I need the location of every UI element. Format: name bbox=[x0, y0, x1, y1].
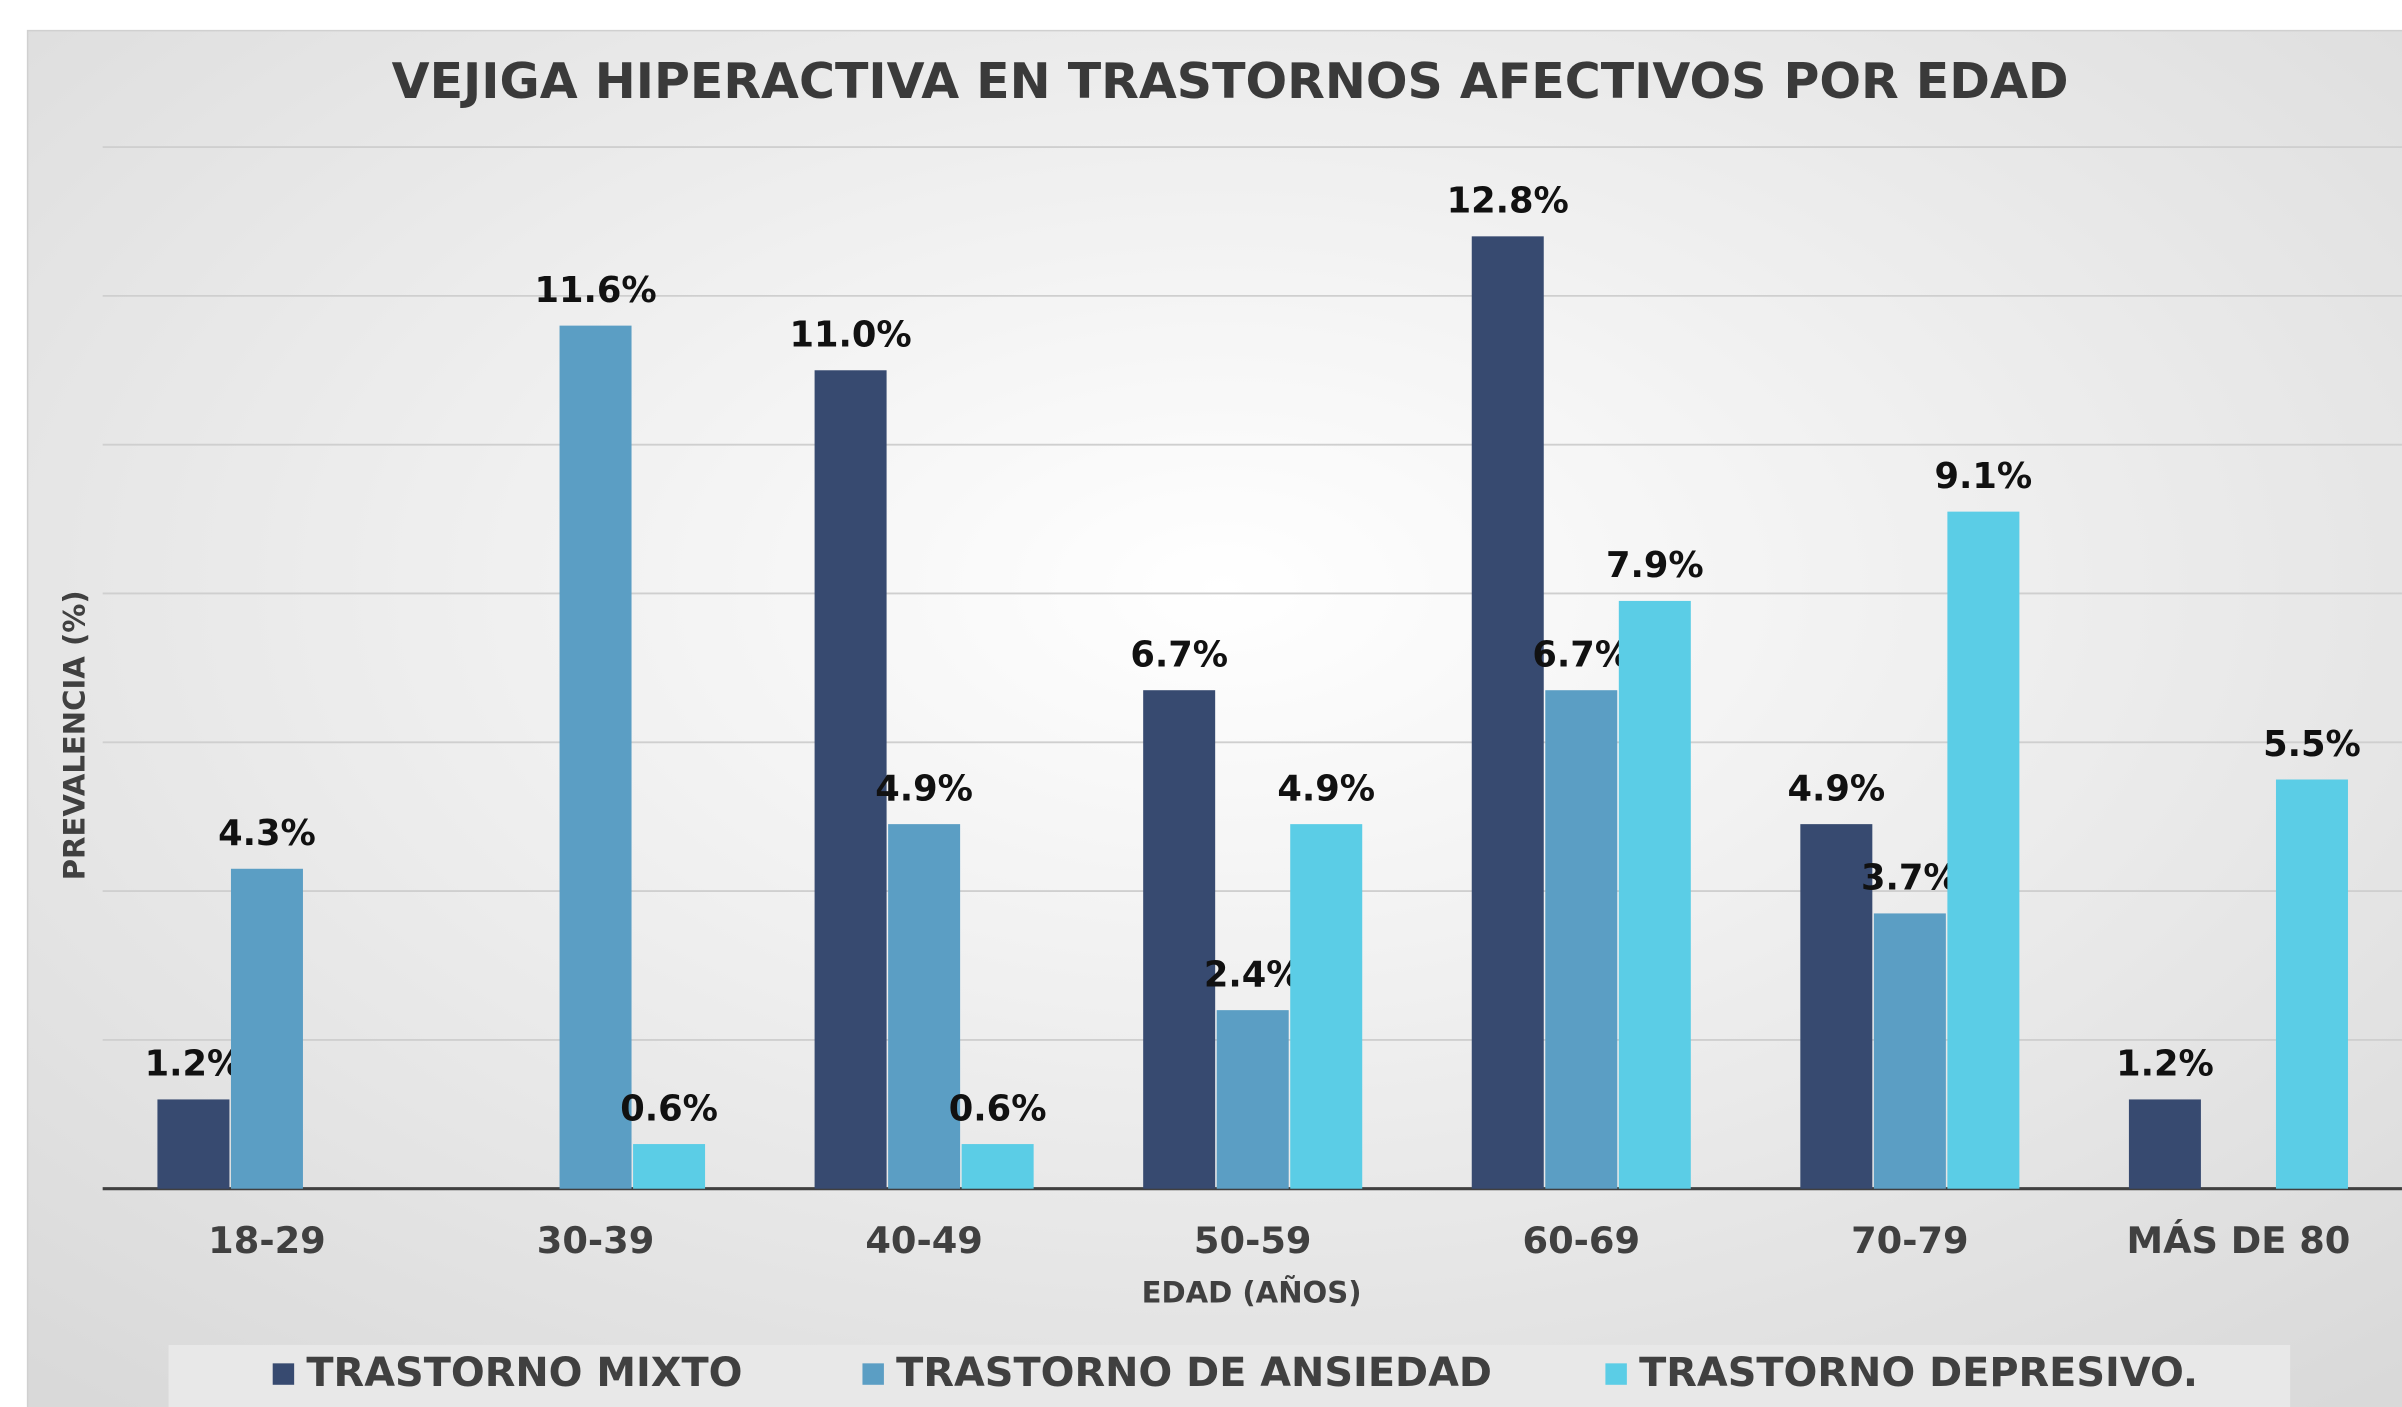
data-label: 4.9% bbox=[1277, 768, 1375, 809]
data-label: 6.7% bbox=[1532, 635, 1630, 676]
x-axis-label: EDAD (AÑOS) bbox=[1142, 1275, 1362, 1309]
bar bbox=[961, 1144, 1034, 1189]
legend-background bbox=[168, 1344, 2291, 1407]
x-tick-label: 18-29 bbox=[208, 1219, 326, 1262]
x-tick-label: 60-69 bbox=[1523, 1219, 1641, 1262]
bar bbox=[814, 370, 887, 1189]
data-label: 4.3% bbox=[218, 813, 316, 854]
data-label: 4.9% bbox=[875, 768, 973, 809]
data-label: 5.5% bbox=[2263, 724, 2361, 765]
bar bbox=[1618, 600, 1691, 1189]
data-label: 7.9% bbox=[1606, 545, 1704, 586]
data-label: 6.7% bbox=[1130, 635, 1228, 676]
data-label: 3.7% bbox=[1861, 858, 1959, 899]
legend-label: TRASTORNO DE ANSIEDAD bbox=[896, 1350, 1492, 1396]
bar bbox=[1947, 511, 2020, 1189]
bar bbox=[230, 868, 303, 1189]
data-label: 11.6% bbox=[534, 270, 656, 311]
legend-marker bbox=[1605, 1363, 1627, 1385]
bar bbox=[1800, 824, 1873, 1189]
y-axis-label: PREVALENCIA (%) bbox=[58, 590, 92, 880]
bar bbox=[1290, 824, 1363, 1189]
legend-label: TRASTORNO DEPRESIVO. bbox=[1639, 1350, 2198, 1396]
x-tick-label: MÁS DE 80 bbox=[2127, 1218, 2351, 1262]
data-label: 11.0% bbox=[789, 315, 911, 356]
bar bbox=[1216, 1010, 1289, 1189]
x-tick-label: 70-79 bbox=[1851, 1219, 1969, 1262]
x-tick-label: 50-59 bbox=[1194, 1219, 1312, 1262]
chart-title: VEJIGA HIPERACTIVA EN TRASTORNOS AFECTIV… bbox=[392, 53, 2069, 110]
x-tick-label: 30-39 bbox=[537, 1219, 655, 1262]
data-label: 4.9% bbox=[1787, 768, 1885, 809]
legend-label: TRASTORNO MIXTO bbox=[306, 1350, 742, 1396]
bar bbox=[2275, 779, 2348, 1189]
data-label: 0.6% bbox=[620, 1088, 718, 1129]
bar bbox=[1545, 690, 1618, 1189]
data-label: 2.4% bbox=[1204, 954, 1302, 995]
bar bbox=[633, 1144, 706, 1189]
bar bbox=[157, 1099, 230, 1189]
bar bbox=[1471, 236, 1544, 1189]
legend-marker bbox=[272, 1363, 295, 1385]
data-label: 1.2% bbox=[2116, 1044, 2214, 1085]
bar bbox=[1143, 690, 1216, 1189]
data-label: 12.8% bbox=[1447, 181, 1569, 222]
bar bbox=[1873, 913, 1946, 1189]
data-label: 9.1% bbox=[1935, 456, 2033, 497]
bar bbox=[888, 824, 961, 1189]
data-label: 1.2% bbox=[145, 1044, 243, 1085]
data-label: 0.6% bbox=[949, 1088, 1047, 1129]
bar bbox=[2128, 1099, 2201, 1189]
bar bbox=[559, 325, 632, 1189]
x-tick-label: 40-49 bbox=[865, 1219, 983, 1262]
legend-marker bbox=[862, 1363, 884, 1385]
